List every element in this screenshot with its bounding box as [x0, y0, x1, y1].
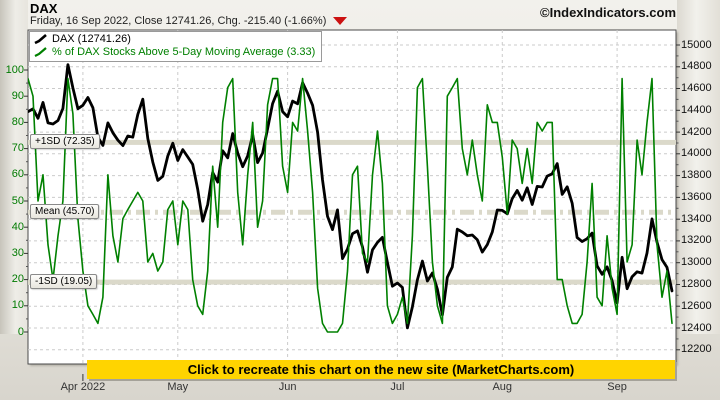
x-axis-tick-label: Aug: [492, 381, 513, 393]
ref-band: [28, 139, 676, 145]
right-axis-tick-label: 14400: [681, 103, 712, 116]
left-axis-tick-label: 0: [17, 325, 24, 338]
left-axis-tick-label: 60: [11, 168, 24, 181]
left-axis-tick-label: 30: [11, 246, 24, 259]
left-axis-tick-label: 20: [11, 273, 24, 286]
left-axis-tick-label: 40: [11, 220, 24, 233]
right-axis-tick-label: 13400: [681, 212, 712, 225]
left-axis-tick-label: 50: [11, 194, 24, 207]
legend-box: DAX (12741.26) % of DAX Stocks Above 5-D…: [29, 31, 323, 62]
legend-label-dax: DAX (12741.26): [52, 33, 131, 45]
right-axis-tick-label: 14200: [681, 125, 712, 138]
left-axis-tick-label: 70: [11, 142, 24, 155]
left-axis-tick-label: 80: [11, 115, 24, 128]
dax-line-sample-icon: [34, 34, 47, 45]
x-axis-tick-label: Apr 2022: [60, 381, 106, 393]
legend-label-pct: % of DAX Stocks Above 5-Day Moving Avera…: [52, 46, 316, 58]
watermark-text: ©IndexIndicators.com: [540, 5, 676, 20]
left-axis-strip: [0, 0, 28, 334]
ref-band: [28, 279, 676, 285]
right-axis-tick-label: 14000: [681, 147, 712, 160]
recreate-banner-link[interactable]: Click to recreate this chart on the new …: [87, 360, 675, 379]
reference-line-label: +1SD (72.35): [30, 134, 100, 150]
right-axis-tick-label: 13600: [681, 190, 712, 203]
change-down-arrow-icon: [333, 17, 348, 25]
left-axis-tick-label: 100: [5, 63, 24, 76]
x-axis-tick-label: May: [167, 381, 189, 393]
series-line-dax: [28, 63, 674, 330]
subtitle-text: Friday, 16 Sep 2022, Close 12741.26, Chg…: [30, 15, 327, 27]
right-axis-tick-label: 12400: [681, 321, 712, 334]
left-axis-tick-label: 90: [11, 89, 24, 102]
reference-line-label: Mean (45.70): [30, 204, 100, 220]
right-axis-tick-label: 12200: [681, 343, 712, 356]
legend-item-dax: DAX (12741.26): [34, 33, 315, 46]
page-title: DAX: [30, 1, 58, 16]
right-axis-tick-label: 14600: [681, 82, 712, 95]
chart-subtitle: Friday, 16 Sep 2022, Close 12741.26, Chg…: [30, 15, 348, 27]
left-axis-tick-label: 10: [11, 299, 24, 312]
x-axis-tick-label: Jun: [278, 381, 297, 393]
right-axis-strip: [677, 0, 720, 334]
right-axis-tick-label: 15000: [681, 38, 712, 51]
right-axis-tick-label: 12800: [681, 277, 712, 290]
series-line-pct: [28, 77, 673, 333]
right-axis-tick-label: 13800: [681, 169, 712, 182]
x-axis-tick-label: Sep: [607, 381, 627, 393]
right-axis-tick-label: 13200: [681, 234, 712, 247]
legend-item-pct: % of DAX Stocks Above 5-Day Moving Avera…: [34, 46, 315, 59]
x-axis-tick-label: Jul: [390, 381, 405, 393]
pct-line-sample-icon: [34, 47, 47, 57]
right-axis-tick-label: 12600: [681, 299, 712, 312]
right-axis-tick-label: 13000: [681, 256, 712, 269]
right-axis-tick-label: 14800: [681, 60, 712, 73]
reference-line-label: -1SD (19.05): [30, 274, 98, 290]
